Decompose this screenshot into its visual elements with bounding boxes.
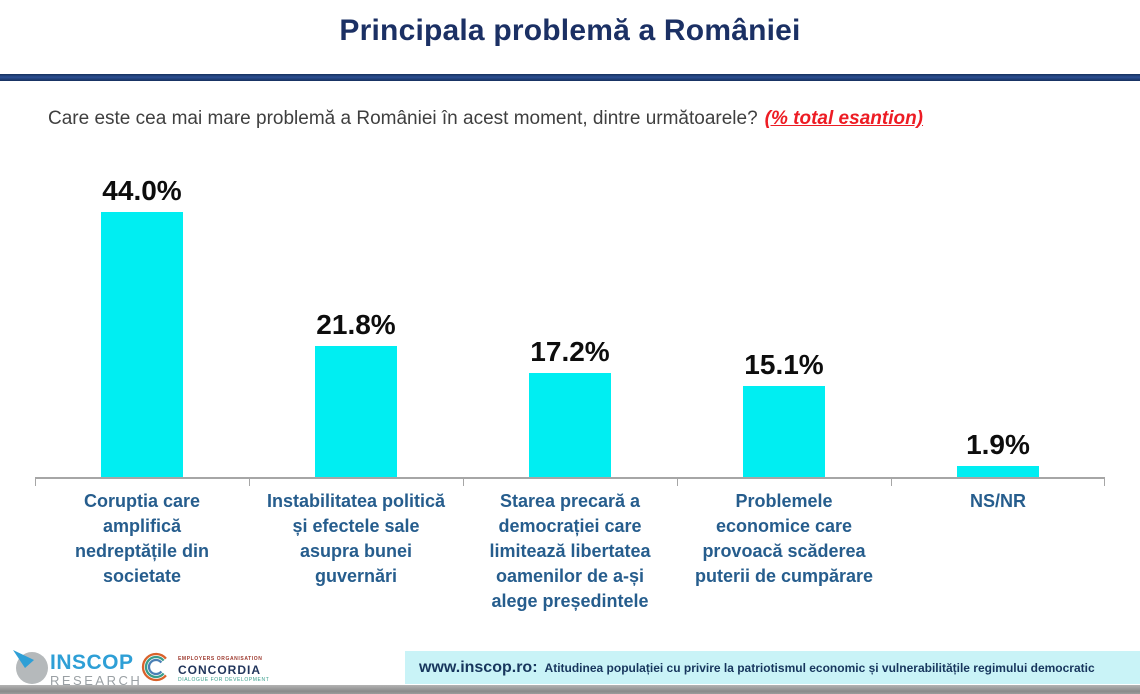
inscop-compass-icon — [12, 647, 54, 692]
bar-value-label: 44.0% — [102, 175, 182, 206]
bar — [743, 386, 825, 477]
category-label: NS/NR — [969, 491, 1026, 511]
website-url: www.inscop.ro: — [419, 658, 538, 676]
bar — [957, 466, 1039, 477]
study-description: Atitudinea populației cu privire la patr… — [544, 660, 1095, 675]
bar-value-label: 15.1% — [744, 349, 824, 380]
bar-value-label: 21.8% — [316, 309, 396, 340]
axis-tick — [249, 479, 250, 486]
survey-question: Care este cea mai mare problemă a Români… — [48, 108, 923, 130]
inscop-research-logo: INSCOP RESEARCH — [12, 647, 142, 692]
inscop-wordmark: INSCOP — [50, 651, 134, 674]
bars-area: 44.0% 21.8% 17.2% 15.1% 1.9% — [35, 157, 1105, 477]
bar-chart: 44.0% 21.8% 17.2% 15.1% 1.9% Coruptia care a… — [35, 157, 1105, 614]
bar-slot: 44.0% — [35, 175, 249, 477]
footer-source-strip: www.inscop.ro: Atitudinea populației cu … — [405, 651, 1140, 684]
category-label: Instabilitatea politică și efectele sale… — [266, 491, 446, 586]
category-label: Problemele economice care provoacă scăde… — [694, 491, 874, 586]
concordia-c-icon — [138, 649, 174, 690]
category-labels-row: Coruptia care amplifică nedreptățile din… — [35, 489, 1105, 614]
concordia-tagline-top: EMPLOYERS ORGANISATION — [178, 655, 263, 662]
concordia-logo: EMPLOYERS ORGANISATION CONCORDIA DIALOGU… — [138, 649, 269, 690]
sample-note: (% total esantion) — [764, 108, 924, 129]
bar-slot: 21.8% — [249, 309, 463, 477]
bar — [529, 373, 611, 477]
bar — [315, 346, 397, 477]
bar — [101, 212, 183, 477]
x-axis — [35, 477, 1105, 488]
concordia-tagline-bottom: DIALOGUE FOR DEVELOPMENT — [178, 676, 270, 683]
axis-tick — [891, 479, 892, 486]
axis-tick — [463, 479, 464, 486]
axis-tick — [35, 479, 36, 486]
bar-slot: 1.9% — [891, 429, 1105, 477]
category-label: Coruptia care amplifică nedreptățile din… — [74, 491, 209, 586]
bottom-bar — [0, 685, 1140, 694]
inscop-research-label: RESEARCH — [50, 673, 143, 688]
axis-tick — [1104, 479, 1105, 486]
axis-tick — [677, 479, 678, 486]
page-title: Principala problemă a României — [339, 14, 801, 47]
question-text: Care este cea mai mare problemă a Români… — [48, 108, 758, 129]
category-label: Starea precară a democrației care limite… — [489, 491, 651, 611]
title-divider — [0, 74, 1140, 81]
bar-value-label: 17.2% — [530, 336, 610, 367]
bar-value-label: 1.9% — [966, 429, 1030, 460]
bar-slot: 17.2% — [463, 336, 677, 477]
bar-slot: 15.1% — [677, 349, 891, 477]
concordia-wordmark: CONCORDIA — [178, 662, 261, 677]
